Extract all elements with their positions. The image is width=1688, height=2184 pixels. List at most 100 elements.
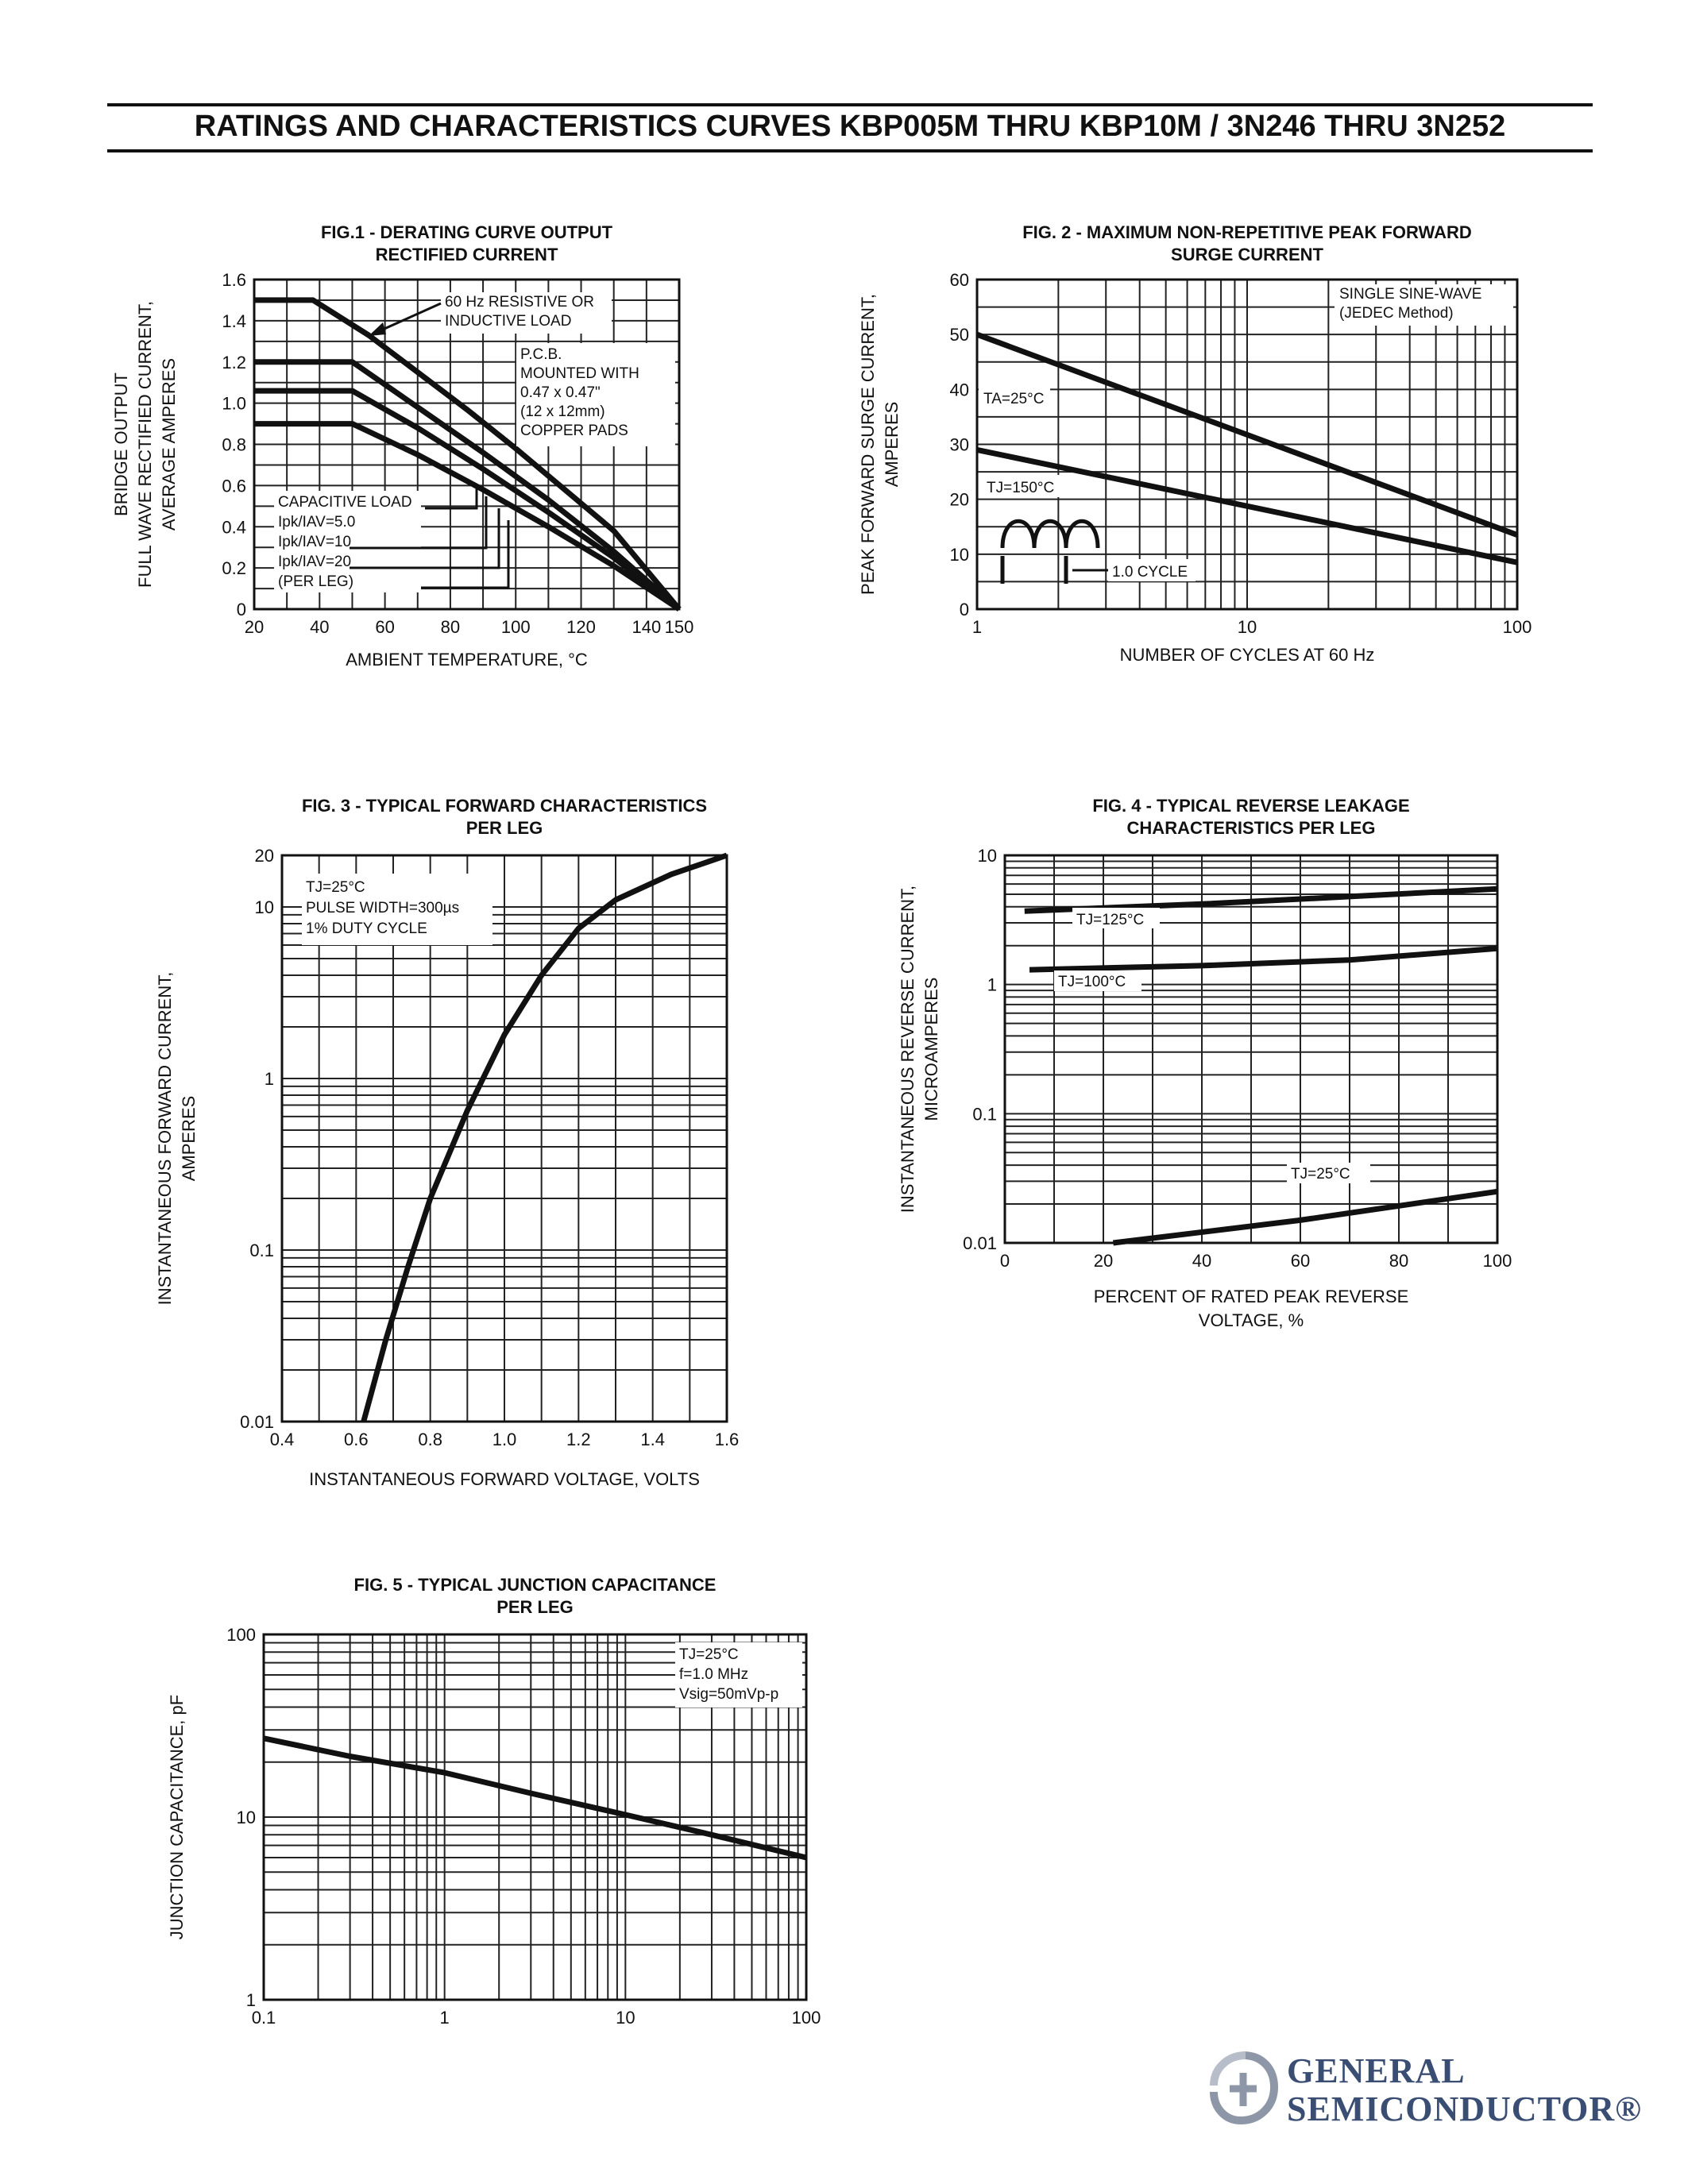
- fig1-ytick-label: 1.0: [222, 394, 246, 414]
- fig1-ytick-label: 0.4: [222, 517, 246, 537]
- fig1-title: RECTIFIED CURRENT: [376, 245, 558, 264]
- fig4-xtick-label: 0: [1000, 1251, 1010, 1271]
- fig3-xtick-label: 0.8: [418, 1430, 442, 1449]
- fig2-title: FIG. 2 - MAXIMUM NON-REPETITIVE PEAK FOR…: [1022, 222, 1472, 242]
- fig1-series-1-line: [254, 359, 682, 612]
- fig3-title: PER LEG: [466, 818, 543, 838]
- fig1-xtick-label: 140: [632, 617, 661, 637]
- fig5-ytick-label: 1: [246, 1990, 256, 2010]
- fig5-title: PER LEG: [496, 1597, 574, 1617]
- fig2-ylabel: AMPERES: [882, 402, 902, 488]
- fig1-xtick-label: 60: [375, 617, 394, 637]
- fig5-xtick-label: 0.1: [252, 2008, 276, 2028]
- fig1-annotation-capacitive: Ipk/IAV=5.0: [278, 514, 355, 531]
- fig4-ylabel: INSTANTANEOUS REVERSE CURRENT,: [898, 886, 917, 1213]
- fig1-annotation-load-box: [441, 292, 612, 334]
- fig1-annotation-pcb: 0.47 x 0.47": [520, 384, 601, 401]
- fig2-ytick-label: 10: [950, 545, 969, 565]
- fig4-series-1-line: [1029, 945, 1498, 973]
- fig1-ytick-label: 1.6: [222, 270, 246, 290]
- fig4-title: CHARACTERISTICS PER LEG: [1127, 818, 1376, 838]
- fig1-annotation-pcb: P.C.B.: [520, 346, 562, 363]
- fig1-annotation-capacitive: (PER LEG): [278, 573, 353, 590]
- fig3-plot-frame: [280, 854, 728, 1423]
- fig1-series-2-line: [254, 388, 682, 612]
- fig4-xlabel: PERCENT OF RATED PEAK REVERSE: [1094, 1287, 1409, 1306]
- fig4-series-label-box-1: [1054, 970, 1141, 991]
- fig2-series-1-line: [976, 446, 1518, 565]
- fig2-xlabel: NUMBER OF CYCLES AT 60 Hz: [1120, 645, 1375, 665]
- fig1-xlabel: AMBIENT TEMPERATURE, °C: [346, 650, 588, 669]
- fig2-ytick-label: 20: [950, 490, 969, 510]
- fig2-series-label-box-1: [983, 475, 1066, 497]
- fig3-xtick-label: 0.4: [270, 1430, 295, 1449]
- fig4-series-2-line: [1112, 1188, 1498, 1246]
- fig2-ytick-label: 60: [950, 270, 969, 290]
- fig5-ytick-label: 100: [226, 1625, 256, 1645]
- fig5-plot-frame: [262, 1633, 808, 2001]
- fig1-leader-3: [421, 520, 510, 589]
- fig1-annotation-pcb: (12 x 12mm): [520, 403, 605, 420]
- fig3-xtick-label: 1.6: [715, 1430, 740, 1449]
- fig2-title: SURGE CURRENT: [1171, 245, 1323, 264]
- fig2-annotation-cycle-box: [1108, 559, 1196, 581]
- fig3-xtick-label: 0.6: [344, 1430, 369, 1449]
- fig2-xtick-label: 100: [1503, 617, 1532, 637]
- fig5-xtick-label: 100: [792, 2008, 821, 2028]
- fig1-annotation-capacitive: CAPACITIVE LOAD: [278, 494, 412, 511]
- fig1-ytick-label: 1.4: [222, 311, 246, 331]
- company-logo: GENERAL SEMICONDUCTOR®: [1207, 2049, 1641, 2136]
- fig4-xtick-label: 100: [1483, 1251, 1512, 1271]
- fig5-ylabel: JUNCTION CAPACITANCE, pF: [167, 1695, 187, 1939]
- fig4-title: FIG. 4 - TYPICAL REVERSE LEAKAGE: [1092, 796, 1409, 816]
- fig4-ytick-label: 0.1: [972, 1104, 997, 1124]
- fig2-sine-symbol: [1000, 519, 1100, 549]
- fig2-annotation-cycle: 1.0 CYCLE: [1112, 564, 1188, 581]
- fig3-annotation: PULSE WIDTH=300µs: [306, 900, 459, 916]
- fig1-series-0-line: [254, 297, 682, 612]
- fig2-ytick-label: 0: [960, 600, 969, 619]
- fig2-ytick-label: 50: [950, 325, 969, 345]
- fig3-xtick-label: 1.0: [492, 1430, 517, 1449]
- fig1-arrow-load: [377, 302, 442, 334]
- fig1-annotation-load: INDUCTIVE LOAD: [445, 313, 571, 330]
- fig5-annotation: f=1.0 MHz: [679, 1666, 748, 1683]
- fig1-series-3-line: [254, 421, 681, 612]
- fig4-series-label-2: TJ=25°C: [1291, 1166, 1350, 1183]
- logo-text-semiconductor: SEMICONDUCTOR®: [1287, 2089, 1642, 2128]
- fig2-ytick-label: 40: [950, 380, 969, 399]
- fig4-plot-frame: [1003, 854, 1499, 1244]
- fig1-leader-2: [350, 508, 500, 569]
- fig2-series-label-box-0: [979, 386, 1050, 408]
- gs-logo-icon: [1210, 2051, 1279, 2125]
- fig4-xtick-label: 40: [1192, 1251, 1211, 1271]
- fig3-ytick-label: 1: [265, 1069, 274, 1089]
- fig1-annotation-load: 60 Hz RESISTIVE OR: [445, 294, 594, 311]
- fig3-ytick-label: 20: [255, 846, 274, 866]
- fig4-ylabel: MICROAMPERES: [921, 978, 941, 1121]
- fig1-annotation-capacitive: Ipk/IAV=10: [278, 534, 351, 550]
- fig5-annotation-box: [675, 1642, 802, 1707]
- title-rule-bottom: [107, 149, 1593, 152]
- fig1-ytick-label: 1.2: [222, 353, 246, 372]
- fig4-series-label-1: TJ=100°C: [1058, 974, 1126, 990]
- fig2-plot-frame: [975, 278, 1519, 611]
- fig4-series-label-0: TJ=125°C: [1076, 912, 1144, 928]
- fig1-annotation-pcb-box: [516, 343, 675, 446]
- fig3-ytick-label: 10: [255, 897, 274, 917]
- fig1-annotation-pcb: COPPER PADS: [520, 423, 628, 439]
- fig3-ylabel: AMPERES: [179, 1096, 199, 1182]
- fig1-ylabel: AVERAGE AMPERES: [159, 358, 179, 531]
- fig1-annotation-capacitive-box: [274, 491, 421, 592]
- fig5-annotation: TJ=25°C: [679, 1646, 739, 1663]
- title-rule-top: [107, 103, 1593, 106]
- fig5-ytick-label: 10: [237, 1808, 256, 1827]
- fig4-series-label-box-2: [1287, 1163, 1370, 1183]
- fig3-xtick-label: 1.4: [640, 1430, 665, 1449]
- fig1-ylabel: FULL WAVE RECTIFIED CURRENT,: [135, 301, 155, 588]
- fig3-xlabel: INSTANTANEOUS FORWARD VOLTAGE, VOLTS: [309, 1469, 700, 1489]
- fig5-xtick-label: 1: [440, 2008, 450, 2028]
- fig2-annotation-method-box: [1335, 284, 1513, 326]
- fig1-title: FIG.1 - DERATING CURVE OUTPUT: [321, 222, 613, 242]
- fig4-xtick-label: 20: [1094, 1251, 1113, 1271]
